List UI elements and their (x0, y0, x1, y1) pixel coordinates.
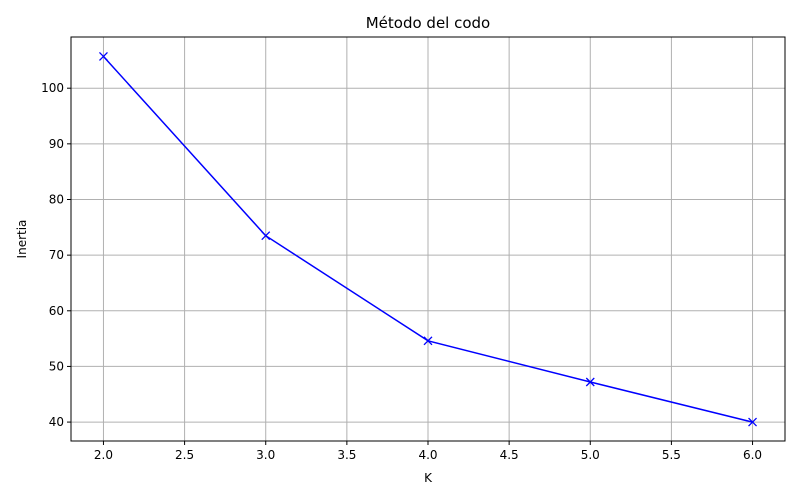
y-tick-label: 70 (49, 248, 64, 262)
x-tick-label: 3.0 (256, 448, 275, 462)
x-tick-label: 6.0 (743, 448, 762, 462)
x-axis-label: K (424, 471, 433, 485)
x-tick-label: 5.5 (662, 448, 681, 462)
x-tick-label: 3.5 (337, 448, 356, 462)
y-tick-label: 90 (49, 137, 64, 151)
x-tick-label: 4.0 (418, 448, 437, 462)
y-tick-label: 100 (41, 81, 64, 95)
chart-title: Método del codo (366, 14, 491, 32)
data-point-marker (261, 231, 271, 241)
series-layer (98, 52, 758, 427)
grid-layer (71, 37, 785, 441)
y-axis-label: Inertia (15, 220, 29, 259)
y-tick-label: 80 (49, 192, 64, 206)
x-tick-label: 4.5 (500, 448, 519, 462)
data-point-marker (423, 336, 433, 346)
x-tick-label: 5.0 (581, 448, 600, 462)
y-tick-label: 40 (49, 415, 64, 429)
y-tick-label: 50 (49, 359, 64, 373)
x-tick-label: 2.5 (175, 448, 194, 462)
x-tick-label: 2.0 (94, 448, 113, 462)
data-point-marker (585, 377, 595, 387)
y-tick-label: 60 (49, 304, 64, 318)
data-point-marker (748, 417, 758, 427)
tick-layer: 2.0 2.5 3.0 3.5 4.0 4.5 5.0 5.5 6.0 40 50 60 70 80 90 1… (41, 81, 762, 462)
data-point-marker (98, 52, 108, 61)
